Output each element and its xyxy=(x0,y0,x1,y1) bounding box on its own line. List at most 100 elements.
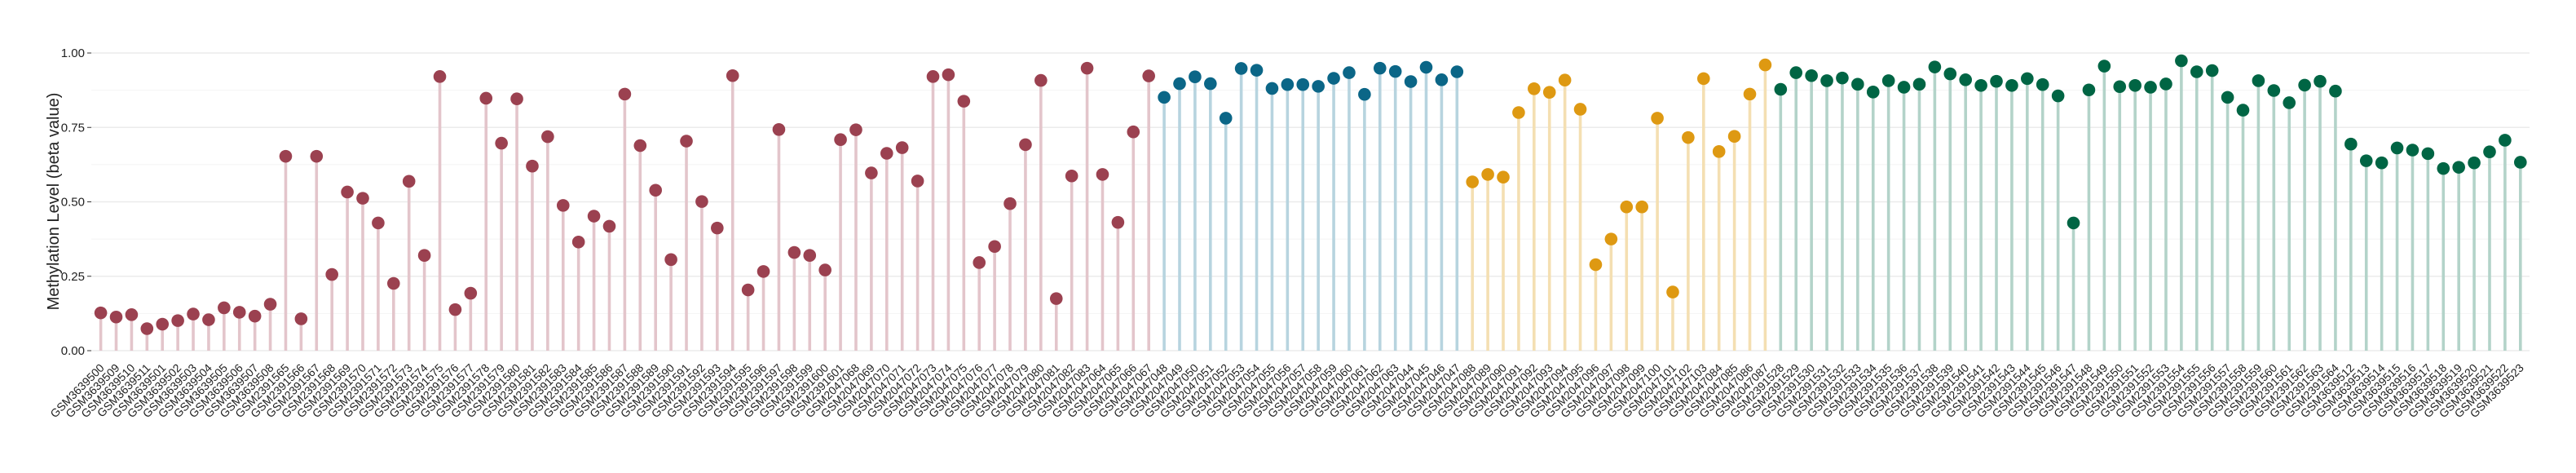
lollipop-points xyxy=(94,54,2527,335)
lollipop-point xyxy=(325,267,338,281)
y-tick-label: 0.75 xyxy=(61,121,85,135)
lollipop-point xyxy=(880,147,893,160)
lollipop-point xyxy=(2082,83,2096,97)
lollipop-point xyxy=(1003,197,1017,210)
lollipop-point xyxy=(1912,77,1926,91)
lollipop-point xyxy=(109,310,123,324)
lollipop-point xyxy=(2051,89,2065,103)
lollipop-point xyxy=(1234,62,1248,75)
lollipop-point xyxy=(2005,78,2018,92)
lollipop-point xyxy=(1589,258,1603,272)
lollipop-point xyxy=(1450,65,1464,78)
lollipop-point xyxy=(1080,61,1094,75)
lollipop-point xyxy=(680,135,693,148)
y-tick-label: 1.00 xyxy=(61,46,85,60)
lollipop-point xyxy=(356,192,369,205)
lollipop-point xyxy=(741,283,755,297)
lollipop-point xyxy=(232,306,246,319)
lollipop-point xyxy=(279,149,293,163)
lollipop-point xyxy=(1127,125,1140,139)
lollipop-point xyxy=(341,185,354,199)
lollipop-point xyxy=(2283,96,2296,109)
lollipop-point xyxy=(1327,72,1340,85)
lollipop-point xyxy=(248,309,262,323)
lollipop-point xyxy=(2144,81,2157,94)
grid-lines xyxy=(91,52,2530,351)
lollipop-point xyxy=(218,301,231,315)
lollipop-point xyxy=(2329,84,2342,98)
lollipop-point xyxy=(2375,156,2389,170)
lollipop-point xyxy=(526,159,539,173)
lollipop-point xyxy=(2128,78,2142,92)
lollipop-point xyxy=(1851,77,1864,91)
lollipop-point xyxy=(495,136,508,150)
lollipop-point xyxy=(1111,215,1125,229)
lollipop-point xyxy=(2406,144,2419,157)
lollipop-point xyxy=(1620,200,1634,214)
lollipop-point xyxy=(2359,154,2373,167)
lollipop-point xyxy=(957,95,971,108)
lollipop-point xyxy=(1388,64,1402,78)
lollipop-point xyxy=(1943,67,1957,81)
lollipop-point xyxy=(464,286,478,300)
y-axis-title: Methylation Level (beta value) xyxy=(45,93,63,311)
lollipop-point xyxy=(479,91,493,105)
lollipop-point xyxy=(1573,103,1587,116)
lollipop-point xyxy=(895,141,909,154)
lollipop-point xyxy=(1897,81,1911,94)
lollipop-point xyxy=(1019,138,1032,152)
lollipop-point xyxy=(402,175,416,188)
lollipop-point xyxy=(1542,86,1556,99)
lollipop-point xyxy=(571,235,585,249)
lollipop-point xyxy=(1558,73,1572,87)
lollipop-point xyxy=(1820,74,1833,87)
lollipop-point xyxy=(510,92,523,106)
lollipop-point xyxy=(1928,60,1942,73)
lollipop-point xyxy=(756,265,770,278)
lollipop-point xyxy=(556,199,570,212)
lollipop-point xyxy=(973,256,986,269)
lollipop-point xyxy=(942,68,955,82)
lollipop-point xyxy=(1497,170,1510,184)
lollipop-point xyxy=(1836,71,1849,85)
lollipop-point xyxy=(726,69,739,82)
lollipop-point xyxy=(1065,169,1078,183)
lollipop-point xyxy=(602,219,616,233)
lollipop-point xyxy=(926,70,940,83)
lollipop-point xyxy=(1682,130,1695,144)
lollipop-point xyxy=(433,70,447,83)
lollipop-point xyxy=(2252,74,2265,87)
lollipop-point xyxy=(1528,82,1541,95)
lollipop-point xyxy=(2159,77,2172,91)
lollipop-point xyxy=(787,245,801,259)
lollipop-point xyxy=(202,313,215,326)
lollipop-point xyxy=(1404,75,1418,88)
lollipop-point xyxy=(1034,73,1048,87)
lollipop-point xyxy=(2267,84,2281,97)
lollipop-point xyxy=(1265,82,1279,95)
lollipop-point xyxy=(2468,156,2481,170)
lollipop-point xyxy=(664,253,677,267)
lollipop-point xyxy=(1712,145,1726,158)
lollipop-stems xyxy=(99,60,2522,351)
x-axis-labels: GSM3639500GSM3639509GSM3639510GSM3639511… xyxy=(47,361,2526,421)
lollipop-point xyxy=(1049,292,1063,305)
lollipop-point xyxy=(187,307,200,320)
lollipop-point xyxy=(1635,200,1648,214)
lollipop-point xyxy=(2437,161,2450,175)
lollipop-point xyxy=(649,183,663,197)
lollipop-point xyxy=(1373,61,1387,75)
lollipop-point xyxy=(2298,78,2311,92)
lollipop-point xyxy=(1281,77,1295,91)
lollipop-point xyxy=(1805,69,1818,82)
lollipop-point xyxy=(772,123,786,136)
lollipop-point xyxy=(1743,87,1757,101)
lollipop-point xyxy=(1727,130,1741,143)
lollipop-point xyxy=(803,249,817,263)
lollipop-point xyxy=(1696,72,1710,86)
lollipop-point xyxy=(1866,86,1880,99)
lollipop-point xyxy=(156,317,170,331)
lollipop-point xyxy=(448,303,462,316)
lollipop-point xyxy=(2483,145,2496,158)
